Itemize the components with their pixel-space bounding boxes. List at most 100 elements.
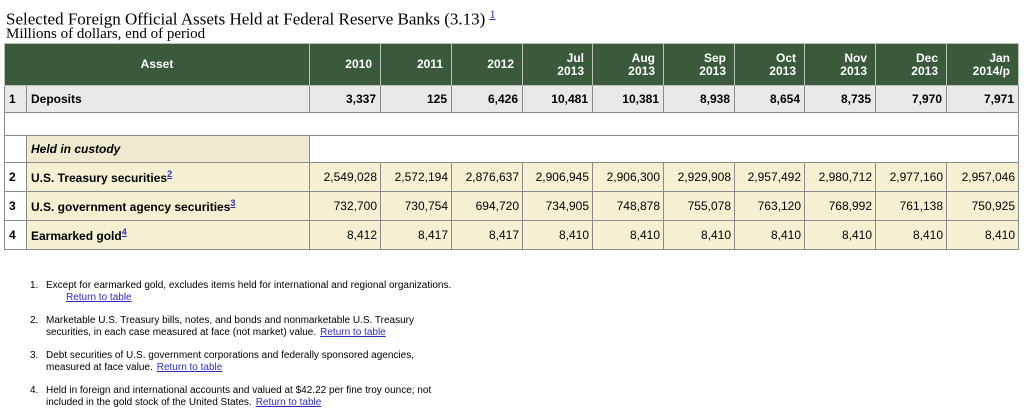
table-cell: 8,654 [734,85,805,113]
table-cell: 768,992 [804,191,876,221]
footnote-line: Except for earmarked gold, excludes item… [46,280,452,291]
footnote-line-text: measured at face value. [46,362,153,373]
table-row-deposits: 1 Deposits 3,337 125 6,426 10,481 10,381… [4,85,1019,113]
table-cell: 2,572,194 [380,162,452,192]
footnote-line: Marketable U.S. Treasury bills, notes, a… [46,315,414,326]
period-header: Oct 2013 [734,43,805,86]
page-subtitle: Millions of dollars, end of period [6,26,206,42]
asset-column-header: Asset [4,43,310,86]
table-cell: 3,337 [309,85,381,113]
table-row-treasury: 2 U.S. Treasury securities2 2,549,028 2,… [4,162,1019,192]
footnote-line: Held in foreign and international accoun… [46,385,432,396]
footnote-text: Except for earmarked gold, excludes item… [46,280,566,304]
assets-table: Asset 2010 2011 2012 Jul 2013 Aug 2013 Sep… [4,43,1019,250]
title-text: Selected Foreign Official Assets Held at… [6,9,486,29]
period-header-line1: Nov [844,50,867,65]
period-header: Aug 2013 [592,43,664,86]
period-header-line1: Jul [566,50,584,65]
footnote-line-text: included in the gold stock of the United… [46,397,252,408]
table-cell: 2,957,492 [734,162,805,192]
table-cell: 730,754 [380,191,452,221]
table-cell: 8,410 [522,220,593,250]
period-header-line1: Oct [775,50,796,65]
row-number: 1 [4,85,27,113]
period-header-line2: 2013 [911,63,938,78]
table-cell: 2,906,300 [592,162,664,192]
period-header: Jan 2014/p [946,43,1019,86]
row-number: 2 [4,162,27,192]
period-header-line2: 2013 [557,63,584,78]
table-cell: 755,078 [663,191,735,221]
footnote-number: 3. [30,350,39,361]
spacer-cell [4,112,1019,136]
table-cell: 8,410 [875,220,947,250]
footnote-link[interactable]: 4 [121,227,127,237]
footnote-number: 4. [30,385,39,396]
table-cell: 2,549,028 [309,162,381,192]
return-to-table-link[interactable]: Return to table [320,327,386,338]
period-header-line2: 2014/p [972,63,1010,78]
table-cell: 8,410 [946,220,1019,250]
return-to-table-link[interactable]: Return to table [156,362,223,373]
table-cell: 8,412 [309,220,381,250]
table-cell: 734,905 [522,191,593,221]
table-cell: 8,410 [804,220,876,250]
table-cell: 8,410 [734,220,805,250]
table-row-gold: 4 Earmarked gold4 8,412 8,417 8,417 8,41… [4,220,1019,250]
footnote-item: 1. Except for earmarked gold, excludes i… [30,280,566,304]
table-cell: 8,938 [663,85,735,113]
table-cell: 761,138 [875,191,947,221]
title-footnote-link[interactable]: 1 [489,7,496,21]
period-header: 2011 [380,43,452,86]
period-header-line1: Sep [703,50,726,65]
footnote-item: 3. Debt securities of U.S. government co… [30,350,566,374]
period-header-line1: 2012 [487,57,514,71]
footnote-text: Marketable U.S. Treasury bills, notes, a… [46,315,566,339]
footnote-line-2: securities, in each case measured at fac… [46,327,566,339]
table-cell: 8,735 [804,85,876,113]
section-row-held-in-custody: Held in custody [4,135,1019,163]
footnote-item: 4. Held in foreign and international acc… [30,385,566,409]
return-to-table-link[interactable]: Return to table [255,397,322,408]
table-cell: 2,980,712 [804,162,876,192]
period-header: 2010 [309,43,381,86]
table-cell: 2,876,637 [451,162,523,192]
period-header-line2: 2013 [699,63,726,78]
footnote-link[interactable]: 3 [230,198,236,208]
return-to-table-link[interactable]: Return to table [66,292,132,303]
period-header-line1: Dec [915,50,938,65]
section-label: Held in custody [26,135,310,163]
table-cell: 2,977,160 [875,162,947,192]
table-cell: 7,971 [946,85,1019,113]
period-header: Sep 2013 [663,43,735,86]
footnote-number: 1. [30,280,39,291]
period-header-line1: Aug [631,50,655,65]
table-cell: 8,410 [592,220,664,250]
footnote-link[interactable]: 2 [167,169,173,179]
row-number: 4 [4,220,27,250]
table-cell: 7,970 [875,85,947,113]
footnote-number: 2. [30,315,39,326]
table-cell: 8,417 [380,220,452,250]
table-cell: 8,410 [663,220,735,250]
table-cell: 10,481 [522,85,593,113]
row-label: U.S. Treasury securities [31,171,168,185]
period-header-line1: 2011 [416,57,443,71]
period-header-line2: 2013 [840,63,867,78]
table-cell: 8,417 [451,220,523,250]
period-header-line2: 2013 [769,63,796,78]
table-cell: 763,120 [734,191,805,221]
footnote-line-2: measured at face value. Return to table [46,362,566,374]
footnotes: 1. Except for earmarked gold, excludes i… [30,280,566,420]
section-filler [309,135,1019,163]
footnote-line-2: included in the gold stock of the United… [46,397,566,409]
table-cell: 2,906,945 [522,162,593,192]
footnote-line: Debt securities of U.S. government corpo… [46,350,414,361]
period-header-line2: 2013 [628,63,655,78]
period-header-line1: Jan [989,50,1010,65]
table-cell: 748,878 [592,191,664,221]
row-label: U.S. government agency securities [31,200,231,214]
footnote-line-text: securities, in each case measured at fac… [46,327,317,338]
period-header: Nov 2013 [804,43,876,86]
table-cell: 6,426 [451,85,523,113]
